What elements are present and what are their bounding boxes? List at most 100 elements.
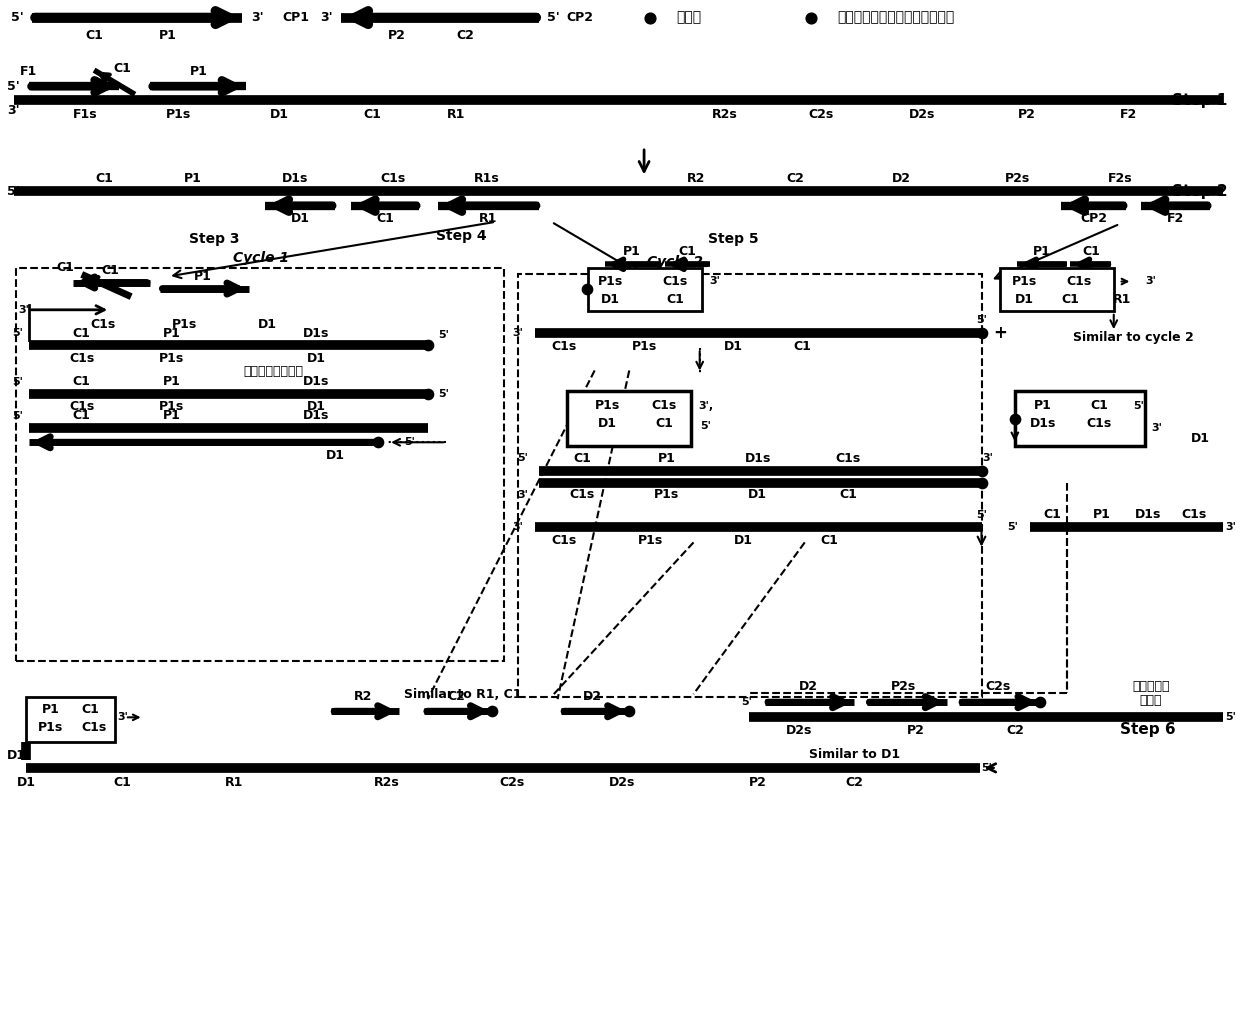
Text: P1: P1 xyxy=(657,452,676,465)
Text: 3': 3' xyxy=(982,453,993,463)
Text: P2: P2 xyxy=(749,776,766,789)
Bar xyxy=(1014,390,1145,446)
Text: C2s: C2s xyxy=(808,108,833,121)
Text: P1s: P1s xyxy=(165,108,191,121)
Text: P1: P1 xyxy=(190,65,208,78)
Text: CP2: CP2 xyxy=(1080,212,1107,225)
Text: P1s: P1s xyxy=(1012,275,1038,288)
Text: P1s: P1s xyxy=(653,489,680,501)
Text: D2: D2 xyxy=(583,690,601,703)
Text: CP1: CP1 xyxy=(281,11,309,24)
Text: C1: C1 xyxy=(1083,244,1100,258)
Text: D1: D1 xyxy=(598,417,616,430)
Text: C1: C1 xyxy=(1061,293,1080,306)
Text: D1s: D1s xyxy=(283,171,309,185)
Text: F1: F1 xyxy=(20,65,37,78)
Text: D1s: D1s xyxy=(1135,508,1162,520)
Text: D1: D1 xyxy=(724,340,743,353)
Text: C1: C1 xyxy=(57,261,74,274)
Text: D2s: D2s xyxy=(785,724,812,737)
Text: Similar to R1, C1: Similar to R1, C1 xyxy=(404,687,521,701)
Text: Step 2: Step 2 xyxy=(1172,184,1228,199)
Text: 5': 5' xyxy=(981,763,992,773)
Text: Cycle 2: Cycle 2 xyxy=(647,256,703,270)
Text: C2s: C2s xyxy=(500,776,525,789)
Text: Similar to D1: Similar to D1 xyxy=(808,748,900,762)
Text: 5': 5' xyxy=(976,315,987,324)
Text: 生物素: 生物素 xyxy=(676,10,702,24)
Text: 3': 3' xyxy=(1152,423,1162,433)
Text: D1: D1 xyxy=(734,533,753,547)
Text: P1: P1 xyxy=(193,270,212,283)
Text: 3': 3' xyxy=(320,11,332,24)
Text: C1: C1 xyxy=(821,533,838,547)
Text: R1: R1 xyxy=(1114,293,1132,306)
Text: D2s: D2s xyxy=(609,776,635,789)
Text: C2: C2 xyxy=(846,776,863,789)
Text: D1: D1 xyxy=(748,489,768,501)
Text: 3': 3' xyxy=(709,277,720,287)
Bar xyxy=(568,390,691,446)
Text: R1: R1 xyxy=(224,776,243,789)
Point xyxy=(972,462,992,479)
Text: C1s: C1s xyxy=(551,340,577,353)
Text: D1: D1 xyxy=(1190,432,1210,445)
Text: 3',: 3', xyxy=(698,401,713,411)
Point xyxy=(368,434,388,450)
Text: P1: P1 xyxy=(1033,244,1052,258)
Text: P2: P2 xyxy=(906,724,925,737)
Text: D1: D1 xyxy=(16,776,36,789)
Text: 可用于检测的产物: 可用于检测的产物 xyxy=(243,365,304,378)
Text: C1: C1 xyxy=(73,327,91,340)
Text: 可用于检测: 可用于检测 xyxy=(1132,680,1169,694)
Text: 5': 5' xyxy=(439,388,449,399)
Text: 3': 3' xyxy=(517,490,528,500)
Text: D1: D1 xyxy=(326,449,345,462)
Text: C2s: C2s xyxy=(985,680,1011,694)
Text: C1s: C1s xyxy=(91,318,115,332)
Text: R2: R2 xyxy=(355,690,373,703)
Text: 5': 5' xyxy=(404,437,414,447)
Text: Step 1: Step 1 xyxy=(1172,93,1228,107)
Text: P2s: P2s xyxy=(1004,171,1030,185)
Text: C1: C1 xyxy=(655,417,673,430)
Text: C1: C1 xyxy=(73,375,91,388)
Text: C1s: C1s xyxy=(381,171,405,185)
Text: C1s: C1s xyxy=(662,275,688,288)
Text: 5': 5' xyxy=(11,11,24,24)
Text: Step 3: Step 3 xyxy=(188,232,239,246)
Text: C1: C1 xyxy=(1090,400,1107,413)
Text: D1s: D1s xyxy=(304,327,330,340)
Text: 5': 5' xyxy=(12,376,22,386)
Text: R2s: R2s xyxy=(374,776,399,789)
Text: Step 6: Step 6 xyxy=(1120,722,1176,737)
Text: C1s: C1s xyxy=(551,533,577,547)
Text: C1s: C1s xyxy=(1066,275,1091,288)
Text: 半抗原（如荧光素、地高辛等）: 半抗原（如荧光素、地高辛等） xyxy=(837,10,954,24)
Text: Cycle 1: Cycle 1 xyxy=(233,251,289,266)
Text: P1s: P1s xyxy=(594,400,620,413)
Text: P1s: P1s xyxy=(159,401,185,414)
Text: 3': 3' xyxy=(250,11,264,24)
Text: 5': 5' xyxy=(1133,401,1145,411)
Text: P1: P1 xyxy=(162,375,181,388)
Text: D1: D1 xyxy=(601,293,620,306)
Text: C1s: C1s xyxy=(69,401,94,414)
Text: C2: C2 xyxy=(448,690,465,703)
Text: 5': 5' xyxy=(1007,522,1018,532)
Point xyxy=(972,324,992,341)
Point xyxy=(418,337,438,353)
Text: C1s: C1s xyxy=(69,352,94,365)
Text: CP2: CP2 xyxy=(567,11,593,24)
Text: 3': 3' xyxy=(1146,277,1156,287)
Text: Step 4: Step 4 xyxy=(435,229,486,243)
Text: R1: R1 xyxy=(479,212,497,225)
Point xyxy=(578,281,598,297)
Text: P1s: P1s xyxy=(637,533,663,547)
Text: F2s: F2s xyxy=(1107,171,1132,185)
Point xyxy=(640,9,660,25)
Text: C1s: C1s xyxy=(651,400,677,413)
Text: P1: P1 xyxy=(162,327,181,340)
Text: C1s: C1s xyxy=(569,489,595,501)
Text: C1: C1 xyxy=(73,410,91,423)
